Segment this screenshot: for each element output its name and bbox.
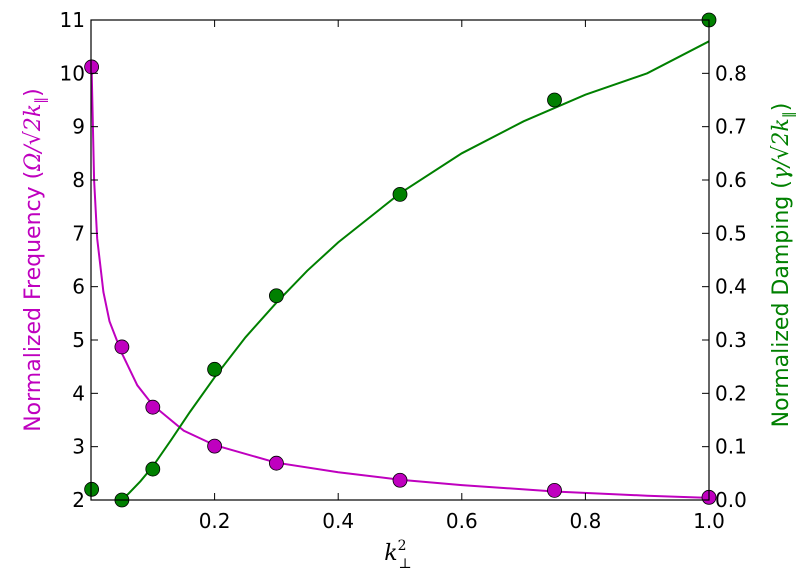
right-series-point [207, 361, 223, 377]
x-axis-label: k2 ⊥ [384, 538, 411, 572]
y-left-tick-label: 3 [72, 435, 85, 459]
y-left-label-sub: ∥ [33, 97, 49, 104]
y-right-tick-label: 0.4 [715, 275, 747, 299]
y-left-tick-label: 10 [60, 61, 85, 85]
y-right-tick-label: 0.3 [715, 328, 747, 352]
x-tick-label: 1.0 [693, 509, 725, 533]
plot-frame [90, 19, 710, 501]
y-left-tick-label: 5 [72, 328, 85, 352]
y-left-tick-label: 9 [72, 115, 85, 139]
y-left-tick-label: 2 [72, 488, 85, 512]
left-series-point [547, 482, 562, 498]
y-right-tick-label: 0.2 [715, 381, 747, 405]
x-tick-label: 0.8 [569, 509, 601, 533]
right-series-fit-line [115, 40, 710, 501]
left-series-point [207, 438, 223, 454]
svg-text:k2⊥: k2 ⊥ [384, 538, 411, 572]
y-left-label-suffix: ) [21, 88, 46, 97]
data-markers [84, 12, 717, 508]
right-series-point [268, 288, 284, 304]
y-left-tick-label: 4 [72, 381, 85, 405]
y-left-tick-label: 8 [72, 168, 85, 192]
x-axis-label-sub: ⊥ [399, 556, 412, 572]
svg-text:Normalized Frequency (Ω/√2k∥): Normalized Frequency (Ω/√2k∥) [21, 88, 49, 432]
left-series-point [268, 455, 284, 471]
y-right-tick-label: 0.6 [715, 168, 747, 192]
y-right-tick-label: 0.1 [715, 435, 747, 459]
left-series-point [114, 339, 130, 355]
x-tick-label: 0.6 [446, 509, 478, 533]
x-axis-label-main: k [384, 541, 397, 566]
y-right-label-prefix: Normalized Damping ( [769, 180, 794, 427]
left-series-point [145, 399, 161, 415]
y-right-label-sub: ∥ [781, 111, 797, 118]
y-right-tick-label: 0.7 [715, 115, 747, 139]
y-left-label-symbol: Ω/√2k [21, 104, 46, 172]
x-axis-label-sup: 2 [398, 538, 407, 554]
y-right-label-symbol: γ/√2k [769, 118, 794, 180]
x-tick-label: 0.2 [199, 509, 231, 533]
y-right-tick-label: 0.5 [715, 221, 747, 245]
x-tick-label: 0.4 [322, 509, 354, 533]
right-series-point [547, 92, 562, 108]
right-series-point [392, 186, 408, 202]
y-left-tick-label: 7 [72, 221, 85, 245]
y-left-tick-label: 11 [60, 8, 85, 32]
y-left-tick-label: 6 [72, 275, 85, 299]
right-series-point [84, 481, 100, 497]
y-left-label-prefix: Normalized Frequency ( [21, 171, 46, 432]
axis-ticks: 0.2 0.4 0.6 0.8 1.0 2 3 4 5 6 7 8 9 10 11 0.0 0.1 0.2 0.3 0… [60, 8, 747, 533]
left-series-point [84, 59, 100, 75]
y-axis-left-label: Normalized Frequency (Ω/√2k∥) [21, 88, 49, 432]
left-series-point [392, 472, 408, 488]
left-series-fit-line [90, 67, 710, 499]
svg-text:Normalized Damping (γ/√2k∥): Normalized Damping (γ/√2k∥) [769, 103, 797, 428]
right-series-point [145, 461, 161, 477]
y-right-tick-label: 0.0 [715, 488, 747, 512]
fit-curves [90, 40, 710, 501]
y-right-label-suffix: ) [769, 103, 794, 112]
y-right-tick-label: 0.8 [715, 61, 747, 85]
y-axis-right-label: Normalized Damping (γ/√2k∥) [769, 103, 797, 428]
